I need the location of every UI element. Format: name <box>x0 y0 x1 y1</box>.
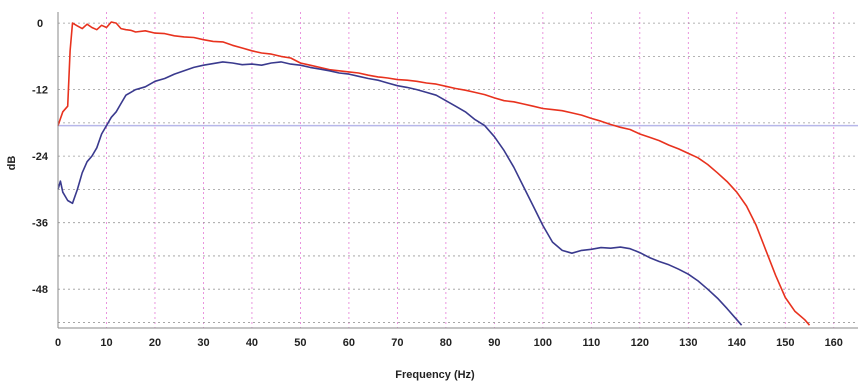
y-axis-title: dB <box>6 156 18 171</box>
y-tick-label: 0 <box>37 18 43 30</box>
x-tick-label: 0 <box>55 337 61 349</box>
y-tick-label: -12 <box>32 85 48 97</box>
x-tick-label: 20 <box>149 337 161 349</box>
x-tick-label: 50 <box>294 337 306 349</box>
x-tick-label: 30 <box>197 337 209 349</box>
series-line-blue <box>57 61 743 326</box>
x-tick-label: 130 <box>679 337 697 349</box>
x-tick-label: 120 <box>631 337 649 349</box>
x-tick-label: 150 <box>776 337 794 349</box>
grid <box>58 12 858 328</box>
y-tick-label: -48 <box>32 284 48 296</box>
y-tick-label: -36 <box>32 218 48 230</box>
x-tick-label: 70 <box>391 337 403 349</box>
y-tick-labels: 0 -12 -24 -36 -48 <box>32 18 49 296</box>
x-tick-label: 60 <box>343 337 355 349</box>
axes <box>57 12 858 329</box>
x-tick-label: 140 <box>728 337 746 349</box>
x-tick-label: 110 <box>582 337 600 349</box>
x-axis-title: Frequency (Hz) <box>395 369 475 381</box>
x-tick-label: 10 <box>100 337 112 349</box>
x-tick-label: 80 <box>440 337 452 349</box>
x-tick-labels: 0 10 20 30 40 50 60 70 80 90 100 110 120 130 140 150 160 <box>55 337 843 349</box>
x-tick-label: 100 <box>534 337 552 349</box>
x-tick-label: 40 <box>246 337 258 349</box>
series-line-red <box>57 21 811 326</box>
x-tick-label: 90 <box>488 337 500 349</box>
y-tick-label: -24 <box>32 151 49 163</box>
x-tick-label: 160 <box>825 337 843 349</box>
series-layer <box>57 21 811 326</box>
